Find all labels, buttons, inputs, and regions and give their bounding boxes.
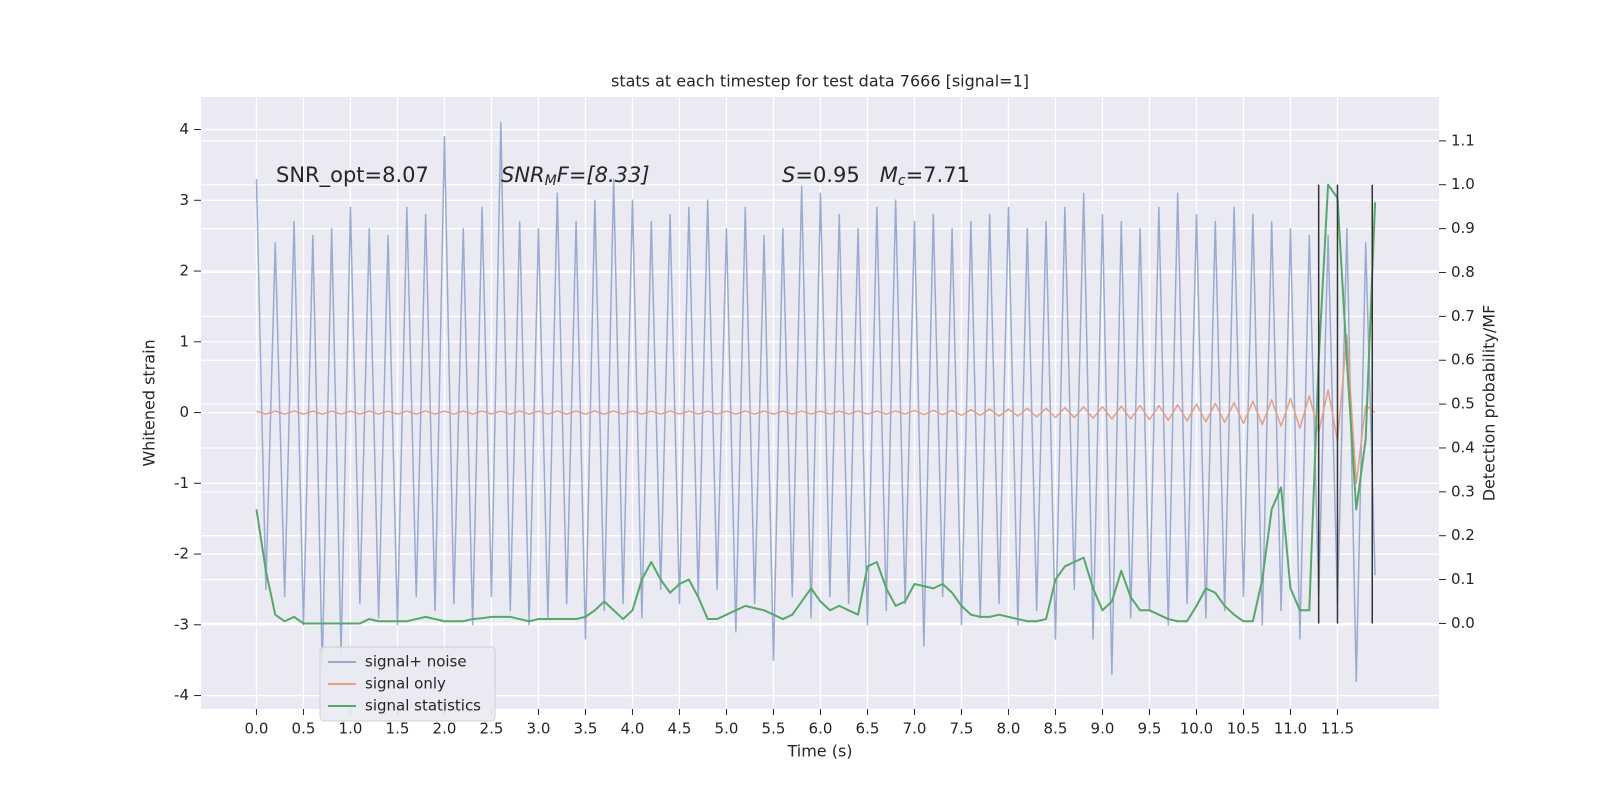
series-line — [256, 333, 1376, 485]
annotation-text: SNR_opt=8.07 — [276, 163, 429, 188]
y-axis-label: Whitened strain — [140, 339, 159, 466]
x-tick-label: 0.5 — [292, 720, 316, 738]
legend: signal+ noise signal only signal statistic… — [319, 646, 496, 722]
x-axis-label: Time (s) — [786, 742, 852, 761]
annotation-text: SNR — [501, 163, 545, 187]
annotation: SNR_opt=8.07 — [276, 163, 429, 188]
annotation-text: =0.95 — [795, 163, 879, 187]
x-tick-label: 9.0 — [1091, 720, 1115, 738]
y2-tick-label: 0.4 — [1451, 438, 1475, 456]
x-tick-label: 7.5 — [950, 720, 974, 738]
y-tick-label: 2 — [179, 262, 189, 280]
y2-axis-label: Detection probability/MF — [1480, 305, 1499, 502]
y-tick-label: 3 — [179, 191, 189, 209]
series-line — [255, 183, 1377, 625]
x-tick-label: 5.0 — [715, 720, 739, 738]
x-tick-label: 4.5 — [668, 720, 692, 738]
y-tick-label: -2 — [174, 545, 189, 563]
y2-tick-label: 0.7 — [1451, 307, 1475, 325]
y-tick-label: -1 — [174, 474, 189, 492]
legend-label: signal+ noise — [365, 653, 467, 671]
x-tick-label: 1.5 — [386, 720, 410, 738]
x-tick-label: 9.5 — [1138, 720, 1162, 738]
x-tick-label: 10.5 — [1227, 720, 1260, 738]
x-tick-label: 8.5 — [1044, 720, 1068, 738]
annotation-subscript: M — [545, 173, 557, 189]
x-tick-label: 6.0 — [809, 720, 833, 738]
x-tick-label: 2.5 — [480, 720, 504, 738]
x-tick-label: 5.5 — [762, 720, 786, 738]
x-tick-label: 11.5 — [1321, 720, 1354, 738]
y-tick-label: 0 — [179, 403, 189, 421]
y2-tick-label: 0.8 — [1451, 263, 1475, 281]
y2-tick-label: 0.2 — [1451, 526, 1475, 544]
annotation-text: M — [880, 163, 898, 187]
y2-tick-label: 1.0 — [1451, 175, 1475, 193]
y-tick-label: -4 — [174, 686, 189, 704]
annotation-text: =7.71 — [906, 163, 970, 187]
x-tick-label: 7.0 — [903, 720, 927, 738]
x-tick-label: 4.0 — [621, 720, 645, 738]
y-tick-label: 4 — [179, 120, 189, 138]
legend-label: signal only — [365, 675, 446, 693]
annotation-text: F=[8.33] — [557, 163, 650, 187]
annotation-subscript: c — [898, 173, 906, 189]
y2-tick-label: 0.3 — [1451, 482, 1475, 500]
legend-label: signal statistics — [365, 697, 481, 715]
x-tick-label: 6.5 — [856, 720, 880, 738]
legend-box — [319, 646, 496, 722]
marks — [255, 121, 1377, 683]
x-tick-label: 0.0 — [245, 720, 269, 738]
y2-tick-label: 0.9 — [1451, 219, 1475, 237]
x-tick-label: 1.0 — [339, 720, 363, 738]
x-tick-label: 3.5 — [574, 720, 598, 738]
x-tick-label: 10.0 — [1180, 720, 1213, 738]
y2-tick-label: 0.6 — [1451, 351, 1475, 369]
x-tick-label: 2.0 — [433, 720, 457, 738]
y2-tick-label: 0.0 — [1451, 614, 1475, 632]
y2-tick-label: 1.1 — [1451, 131, 1475, 149]
chart-title: stats at each timestep for test data 766… — [611, 72, 1029, 91]
y2-tick-label: 0.5 — [1451, 395, 1475, 413]
x-tick-label: 11.0 — [1274, 720, 1307, 738]
ticks: 0.0 0.5 1.0 1.5 2.0 2.5 3.0 3.5 4.0 4.5 5.0 5.5 6.0 6… — [174, 120, 1475, 737]
y2-tick-label: 0.1 — [1451, 570, 1475, 588]
x-tick-label: 8.0 — [997, 720, 1021, 738]
x-tick-label: 3.0 — [527, 720, 551, 738]
annotation: SNRMF=[8.33] — [501, 163, 650, 189]
y-tick-label: -3 — [174, 615, 189, 633]
annotation-text: S — [782, 163, 795, 187]
annotation: S=0.95 Mc=7.71 — [782, 163, 970, 189]
y-tick-label: 1 — [179, 332, 189, 350]
series-line — [255, 121, 1376, 683]
